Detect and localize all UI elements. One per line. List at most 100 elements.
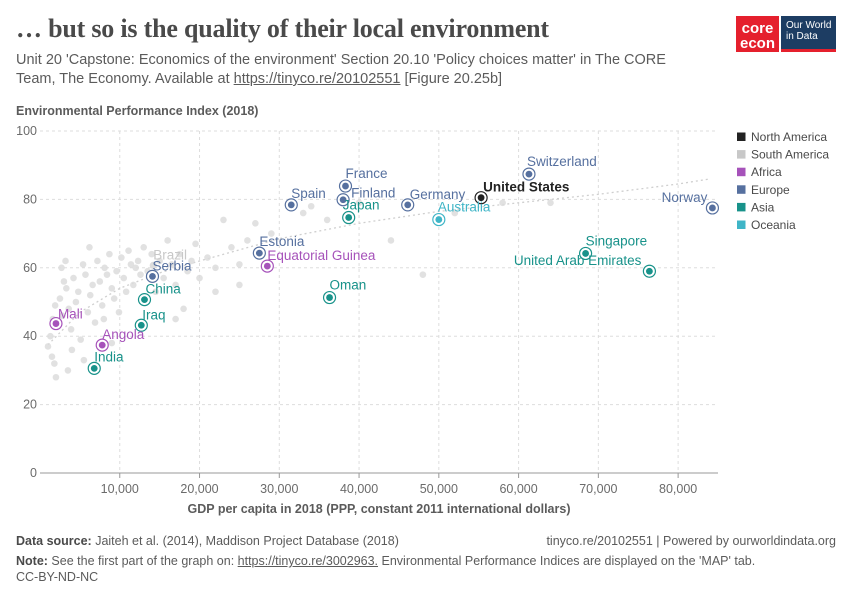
- label-angola: Angola: [102, 327, 145, 342]
- background-point: [323, 216, 331, 224]
- x-axis-label: GDP per capita in 2018 (PPP, constant 20…: [187, 502, 570, 516]
- background-point: [212, 288, 219, 296]
- background-point: [180, 305, 187, 313]
- background-point: [51, 302, 59, 309]
- background-point: [58, 264, 65, 272]
- background-point: [499, 199, 506, 207]
- background-point: [168, 261, 175, 268]
- background-point: [96, 278, 104, 285]
- background-point: [70, 274, 77, 282]
- background-point: [122, 288, 130, 296]
- footer-credit[interactable]: tinyco.re/20102551 | Powered by ourworld…: [546, 534, 836, 548]
- background-point: [86, 243, 93, 251]
- background-point: [77, 336, 84, 343]
- subtitle-text: Unit 20 'Capstone: Economics of the envi…: [16, 52, 666, 87]
- point-australia: [435, 216, 443, 223]
- subtitle-figure-ref: [Figure 20.25b]: [400, 71, 503, 87]
- background-point: [80, 356, 88, 364]
- background-points: [44, 199, 554, 381]
- note-link[interactable]: https://tinyco.re/3002963.: [237, 554, 379, 568]
- background-point: [156, 257, 163, 265]
- background-point: [108, 339, 116, 347]
- x-tick-label: 60,000: [499, 482, 537, 496]
- point-equatorial-guinea: [263, 262, 271, 270]
- point-angola: [98, 341, 106, 349]
- footer-note: Note: See the first part of the graph on…: [16, 553, 816, 585]
- our-world-in-data-logo[interactable]: Our World in Data: [781, 16, 836, 52]
- background-point: [44, 343, 52, 350]
- note-label: Note:: [16, 554, 48, 568]
- point-finland: [339, 196, 347, 204]
- core-econ-logo[interactable]: core econ: [736, 16, 779, 52]
- x-tick-label: 80,000: [659, 482, 697, 496]
- point-labels: United States Switzerland France Finland Ger…: [58, 154, 708, 364]
- label-iraq: Iraq: [142, 307, 165, 322]
- background-point: [63, 285, 70, 292]
- label-france: France: [345, 166, 387, 181]
- background-point: [451, 209, 459, 217]
- x-tick-label: 70,000: [579, 482, 617, 496]
- label-norway: Norway: [662, 190, 708, 205]
- owid-logo-line1: Our World: [786, 20, 832, 31]
- data-source-text: Jaiteh et al. (2014), Maddison Project D…: [91, 534, 399, 548]
- point-norway: [709, 204, 716, 212]
- trend-line: [47, 178, 711, 346]
- background-point: [56, 295, 64, 302]
- background-point: [252, 220, 259, 227]
- legend-label: Oceania: [751, 218, 796, 232]
- background-point: [268, 230, 275, 237]
- background-point: [74, 288, 82, 296]
- background-point: [51, 360, 58, 367]
- point-serbia: [149, 272, 156, 280]
- background-point: [68, 346, 76, 354]
- background-point: [103, 271, 111, 278]
- label-serbia: Serbia: [152, 258, 192, 273]
- background-point: [130, 281, 137, 289]
- core-logo-bottom: econ: [739, 35, 775, 52]
- background-point: [419, 271, 427, 278]
- label-switzerland: Switzerland: [527, 154, 597, 169]
- subtitle-link[interactable]: https://tinyco.re/20102551: [233, 71, 401, 87]
- background-point: [89, 281, 96, 289]
- legend-swatch: [737, 202, 746, 212]
- legend-swatch: [737, 167, 746, 177]
- chart-subtitle: Unit 20 'Capstone: Economics of the envi…: [16, 51, 706, 89]
- background-point: [60, 278, 68, 285]
- background-point: [118, 254, 125, 261]
- legend-swatch: [737, 220, 746, 229]
- background-point: [100, 315, 108, 323]
- background-point: [307, 202, 315, 210]
- background-point: [86, 291, 94, 299]
- grid: [40, 130, 718, 478]
- note-text-end: Environmental Performance Indices are di…: [378, 554, 756, 568]
- label-equatorial-guinea: Equatorial Guinea: [267, 248, 376, 263]
- background-point: [176, 250, 183, 258]
- background-point: [125, 247, 132, 254]
- point-brazil: [149, 261, 157, 270]
- background-point: [127, 261, 135, 268]
- x-tick-label: 30,000: [260, 482, 298, 496]
- background-point: [72, 298, 80, 306]
- point-oman: [326, 294, 333, 301]
- background-point: [172, 315, 179, 323]
- background-point: [148, 250, 155, 258]
- label-brazil: Brazil: [153, 247, 187, 262]
- point-singapore: [582, 250, 589, 257]
- scatter-chart: Environmental Performance Index (2018) 0…: [16, 104, 829, 516]
- point-mali: [52, 320, 60, 327]
- background-point: [184, 267, 191, 275]
- y-tick-label: 80: [23, 192, 37, 206]
- background-point: [108, 285, 116, 292]
- background-point: [115, 308, 123, 316]
- background-point: [79, 261, 87, 268]
- background-point: [192, 240, 199, 248]
- legend-label: South America: [751, 148, 829, 162]
- background-point: [94, 257, 101, 265]
- background-point: [137, 271, 144, 278]
- owid-logo-line2: in Data: [786, 31, 818, 42]
- background-point: [110, 295, 118, 302]
- background-point: [62, 257, 69, 265]
- label-finland: Finland: [351, 186, 395, 201]
- point-france: [342, 182, 349, 190]
- label-germany: Germany: [410, 187, 466, 202]
